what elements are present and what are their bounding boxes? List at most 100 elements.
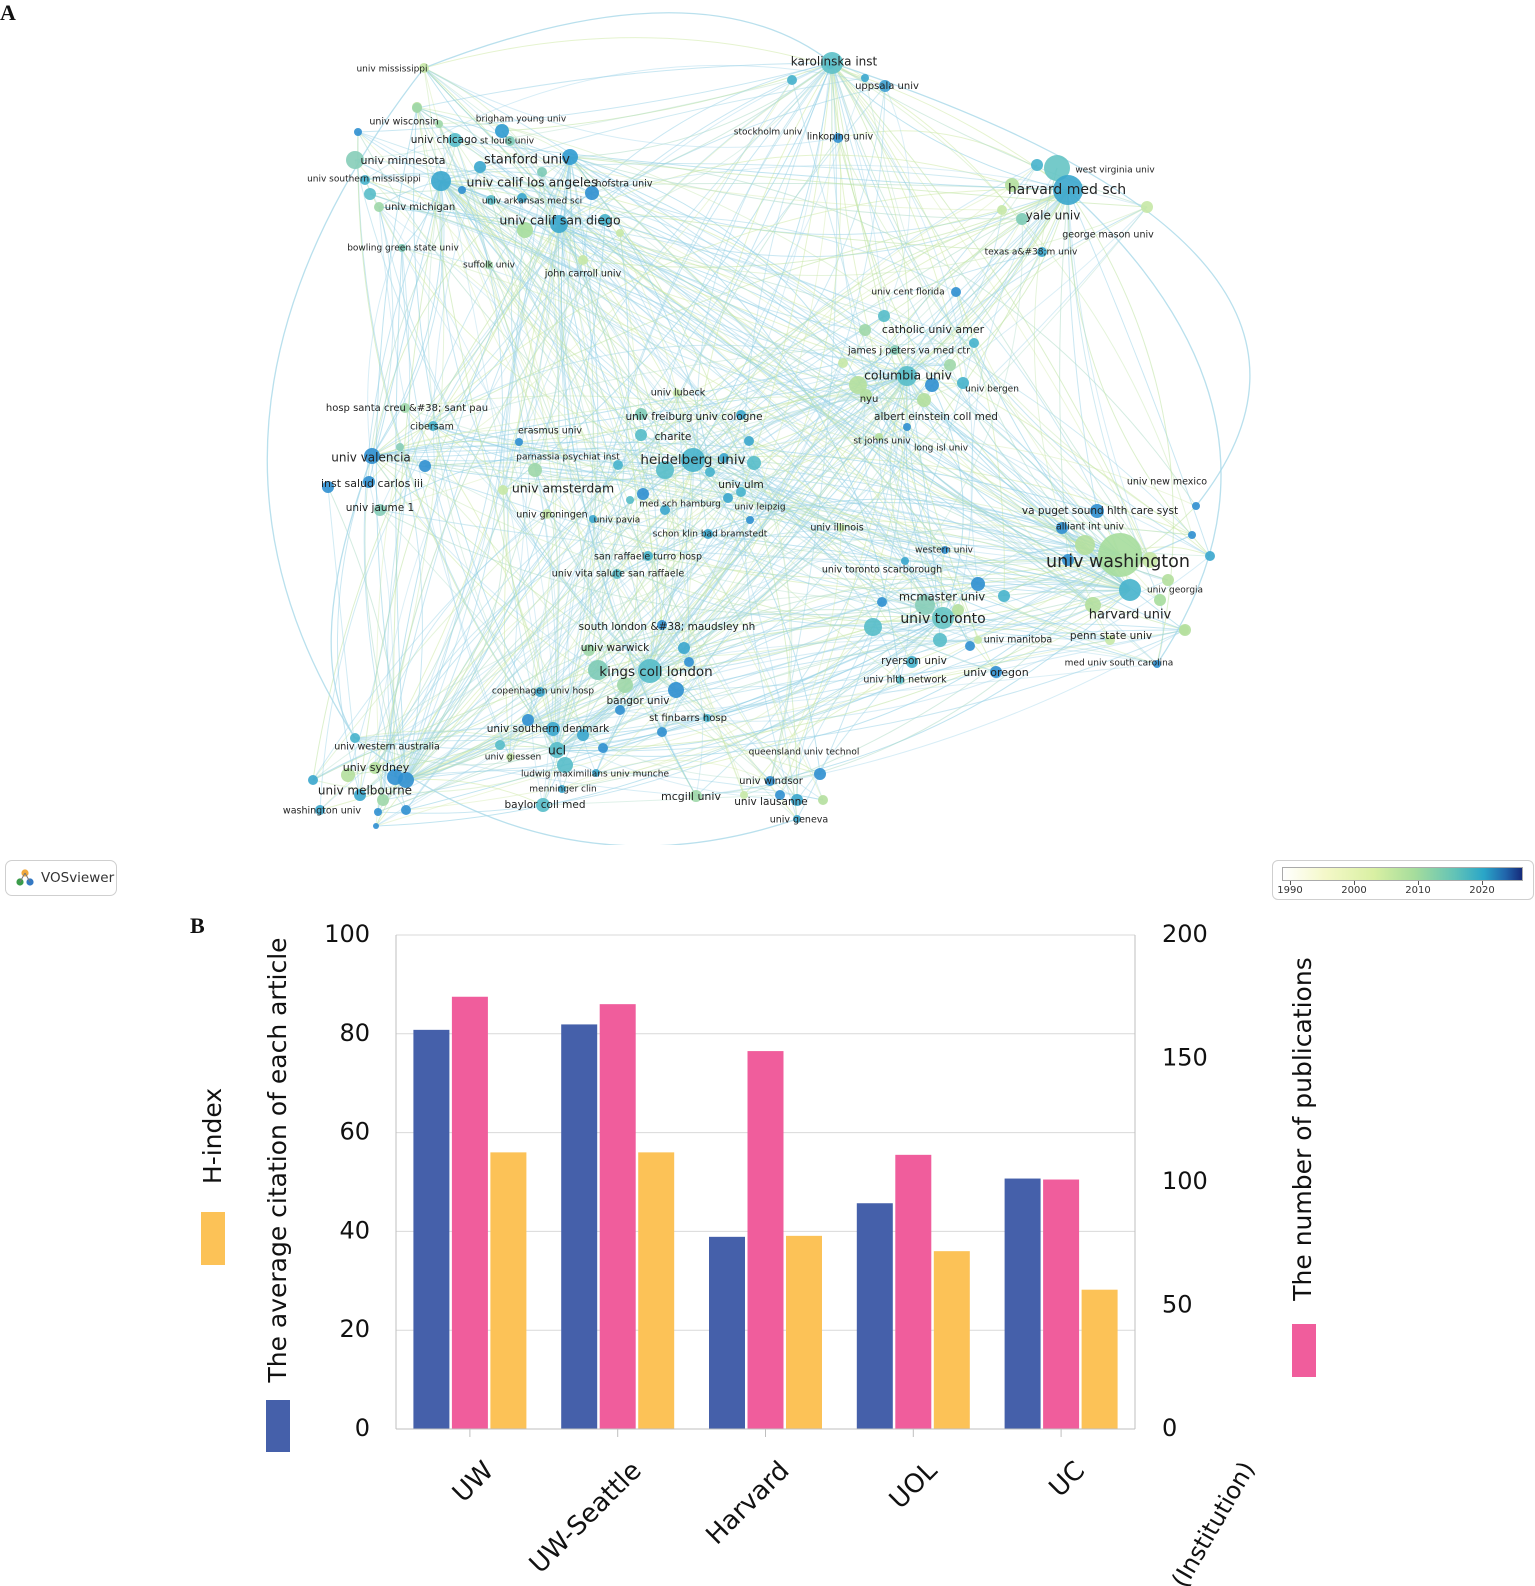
node-label: san raffaele turro hosp xyxy=(594,552,702,563)
network-node xyxy=(598,743,608,753)
network-edge xyxy=(364,172,560,225)
network-edge xyxy=(649,206,1148,672)
network-edge xyxy=(831,62,1211,557)
node-label: univ hlth network xyxy=(863,675,947,686)
network-edge xyxy=(569,62,833,158)
network-edge xyxy=(1067,189,1222,665)
network-node-n07 xyxy=(505,136,515,146)
network-edge xyxy=(368,180,442,483)
network-edge xyxy=(692,62,833,461)
network-edge xyxy=(502,489,697,797)
network-edge xyxy=(604,62,833,221)
bar-the-average-citation-of-each-article-uw xyxy=(413,1029,450,1429)
node-label: western univ xyxy=(915,546,974,556)
network-node-n80 xyxy=(350,733,360,743)
network-node xyxy=(915,595,935,615)
network-edge xyxy=(509,624,663,758)
network-edge xyxy=(931,384,964,619)
node-label: univ leipzig xyxy=(734,503,785,513)
network-node xyxy=(998,590,1010,602)
network-edge xyxy=(319,459,694,811)
network-edge xyxy=(709,414,742,473)
network-edge xyxy=(619,375,908,711)
network-edge xyxy=(906,189,1069,377)
left-axis-tick-label: 20 xyxy=(339,1315,370,1343)
network-edge xyxy=(723,184,1013,459)
node-label: univ chicago xyxy=(411,134,477,146)
network-edge xyxy=(359,189,1069,796)
node-label: ludwig maximilians univ munche xyxy=(521,770,669,780)
network-edge xyxy=(642,375,908,495)
network-edge xyxy=(357,62,833,133)
bar-the-average-citation-of-each-article-harvard xyxy=(709,1236,745,1429)
legend-tick-2010: 2010 xyxy=(1405,885,1431,896)
network-edge xyxy=(364,179,690,663)
network-edge xyxy=(432,156,571,427)
network-node-n11 xyxy=(562,149,578,165)
network-edge xyxy=(624,581,1131,686)
network-edge xyxy=(416,106,867,396)
network-node xyxy=(354,789,366,801)
network-edge xyxy=(394,459,694,778)
network-edge xyxy=(423,67,543,173)
network-edge xyxy=(534,192,593,471)
network-node xyxy=(933,633,947,647)
network-node xyxy=(615,705,625,715)
network-node xyxy=(354,128,362,136)
network-edge xyxy=(378,206,908,377)
network-node-n71 xyxy=(906,656,918,668)
network-node xyxy=(1085,597,1101,613)
network-node-n79 xyxy=(546,722,560,736)
network-node-n64 xyxy=(971,577,985,591)
network-edge xyxy=(556,527,842,751)
chart-legend: The average citation of each article H-in… xyxy=(198,937,1317,1452)
bar-the-number-of-publications-uw-seattle xyxy=(599,1004,636,1429)
node-label: univ amsterdam xyxy=(512,481,614,496)
network-node xyxy=(656,461,674,479)
network-edge xyxy=(490,199,559,730)
network-node xyxy=(401,805,411,815)
network-node-n35 xyxy=(736,410,746,420)
node-label: suffolk univ xyxy=(463,261,516,271)
network-edge xyxy=(1033,167,1111,641)
right-axis-tick-label: 50 xyxy=(1162,1291,1193,1319)
network-edge xyxy=(337,455,373,796)
right-axis-title: The number of publications xyxy=(1288,957,1317,1301)
network-edge xyxy=(683,426,908,649)
network-edge xyxy=(357,131,558,751)
left-axis-tick-label: 40 xyxy=(339,1216,370,1244)
network-node-n30 xyxy=(673,389,681,397)
network-edge xyxy=(617,464,1131,591)
network-node xyxy=(1075,535,1095,555)
network-edge xyxy=(371,455,599,671)
network-node-n70 xyxy=(583,644,595,656)
x-tick-label: UC xyxy=(1044,1456,1092,1504)
network-node xyxy=(364,188,376,200)
node-label: albert einstein coll med xyxy=(874,411,998,423)
node-label: mcgill univ xyxy=(661,790,721,803)
network-edge xyxy=(878,436,912,681)
network-edge xyxy=(561,626,874,790)
bar-h-index-harvard xyxy=(786,1235,822,1429)
network-edge xyxy=(558,223,669,672)
network-node-n43 xyxy=(528,463,542,477)
network-edge xyxy=(911,589,1131,663)
network-edge xyxy=(558,223,1211,557)
legend-tick-mark xyxy=(1418,881,1419,885)
network-edge xyxy=(539,639,1158,693)
network-edge xyxy=(405,519,751,781)
network-node-n90 xyxy=(791,794,803,806)
node-label: bangor univ xyxy=(607,695,670,707)
network-edge xyxy=(588,616,944,651)
network-edge xyxy=(432,62,833,427)
network-edge xyxy=(796,626,874,801)
network-edge xyxy=(740,206,1148,493)
network-edge xyxy=(829,64,974,611)
network-node-n67 xyxy=(932,607,954,629)
network-edge xyxy=(649,375,908,672)
node-label: brigham young univ xyxy=(476,115,567,125)
network-edge xyxy=(541,171,842,529)
network-edge xyxy=(518,441,798,820)
network-edge xyxy=(377,189,1069,813)
network-edge xyxy=(569,156,867,396)
